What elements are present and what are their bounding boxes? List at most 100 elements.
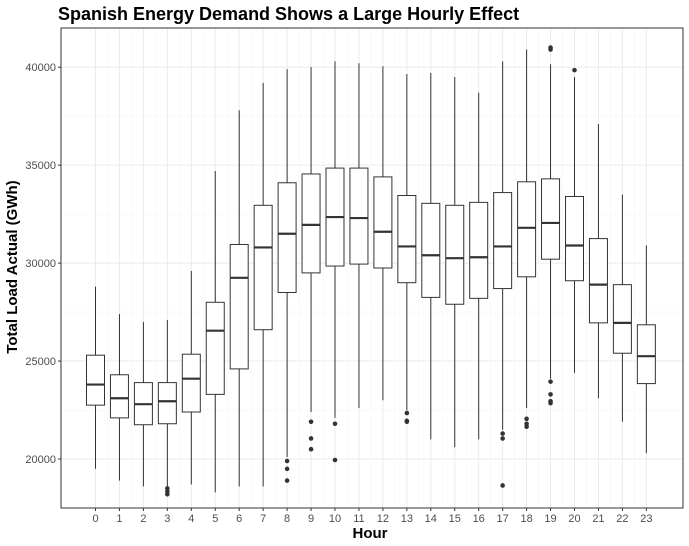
x-tick-label: 18: [520, 513, 532, 525]
outlier-point: [404, 410, 410, 416]
y-axis-title: Total Load Actual (GWh): [4, 180, 21, 353]
box-hour-22: [612, 194, 632, 422]
x-tick-label: 5: [212, 513, 218, 525]
x-tick-label: 3: [164, 513, 170, 525]
x-tick-label: 14: [425, 513, 437, 525]
box-body: [588, 238, 608, 324]
x-tick-label: 4: [188, 513, 194, 525]
outlier-point: [500, 431, 505, 436]
x-tick-label: 22: [616, 513, 628, 525]
box-hour-15: [445, 76, 465, 448]
box-hour-1: [109, 314, 129, 481]
box-body: [349, 167, 369, 265]
chart-title: Spanish Energy Demand Shows a Large Hour…: [58, 4, 519, 24]
x-tick-label: 6: [236, 513, 242, 525]
box-hour-0: [86, 286, 105, 469]
outlier-point: [500, 483, 505, 488]
outlier-point: [332, 421, 338, 427]
box-body: [373, 176, 393, 269]
box-hour-12: [373, 66, 393, 401]
box-hour-23: [636, 245, 656, 454]
x-tick-label: 8: [284, 513, 290, 525]
outlier-point: [500, 436, 505, 441]
outlier-point: [284, 466, 290, 472]
x-tick-label: 20: [568, 513, 580, 525]
x-tick-label: 15: [449, 513, 461, 525]
box-hour-5: [205, 171, 225, 493]
box-body: [109, 374, 129, 419]
outlier-point: [524, 416, 529, 422]
box-hour-19: [541, 45, 561, 406]
box-body: [517, 181, 537, 278]
outlier-point: [308, 446, 314, 452]
box-body: [541, 178, 561, 260]
x-tick-label: 16: [473, 513, 485, 525]
box-body: [205, 301, 225, 395]
outlier-point: [572, 67, 577, 73]
box-hour-21: [588, 124, 608, 399]
box-body: [421, 202, 441, 298]
y-tick-label: 40000: [25, 62, 56, 74]
outlier-point: [524, 424, 529, 429]
outlier-point: [284, 478, 290, 483]
x-tick-label: 11: [353, 513, 364, 525]
box-hour-4: [181, 270, 201, 485]
box-body: [253, 204, 273, 331]
box-body: [181, 353, 201, 413]
x-tick-label: 17: [497, 513, 509, 525]
x-tick-label: 1: [116, 513, 122, 525]
x-tick-label: 2: [140, 513, 146, 525]
box-hour-14: [421, 73, 441, 440]
box-hour-13: [397, 74, 417, 425]
x-tick-label: 12: [377, 513, 389, 525]
box-body: [301, 173, 321, 274]
box-body: [493, 192, 513, 290]
box-hour-10: [325, 61, 345, 463]
box-body: [469, 201, 489, 299]
box-hour-8: [277, 69, 297, 483]
outlier-point: [548, 392, 553, 397]
box-body: [277, 182, 297, 293]
outlier-point: [548, 379, 553, 384]
box-hour-16: [469, 92, 489, 440]
box-body: [397, 195, 417, 284]
x-tick-label: 0: [92, 513, 98, 525]
box-hour-6: [229, 110, 249, 487]
box-hour-7: [253, 82, 273, 487]
x-tick-label: 23: [640, 513, 652, 525]
outlier-point: [308, 419, 314, 425]
outlier-point: [548, 400, 553, 406]
x-tick-label: 13: [401, 513, 413, 525]
outlier-point: [404, 419, 410, 425]
outlier-point: [332, 457, 338, 463]
box-body: [445, 204, 465, 305]
box-body: [157, 382, 177, 425]
outlier-point: [548, 47, 553, 52]
y-tick-label: 25000: [25, 356, 56, 368]
box-hour-11: [349, 63, 369, 409]
x-tick-label: 7: [260, 513, 266, 525]
x-tick-label: 19: [544, 513, 556, 525]
x-tick-label: 21: [592, 513, 604, 525]
outlier-point: [165, 491, 170, 497]
x-axis-title: Hour: [353, 525, 388, 542]
box-body: [565, 195, 584, 282]
box-hour-3: [157, 319, 177, 497]
x-tick-label: 10: [329, 513, 341, 525]
outlier-point: [308, 436, 314, 441]
panel-border: [60, 27, 684, 509]
outlier-point: [284, 458, 290, 464]
box-hour-2: [133, 321, 153, 487]
box-hour-20: [565, 67, 584, 373]
box-body: [636, 324, 656, 385]
box-hour-17: [493, 61, 513, 488]
box-hour-18: [517, 49, 537, 429]
box-hour-9: [301, 67, 321, 452]
box-body: [229, 243, 249, 370]
box-body: [86, 354, 105, 406]
x-tick-label: 9: [308, 513, 314, 525]
y-tick-label: 35000: [25, 160, 56, 172]
